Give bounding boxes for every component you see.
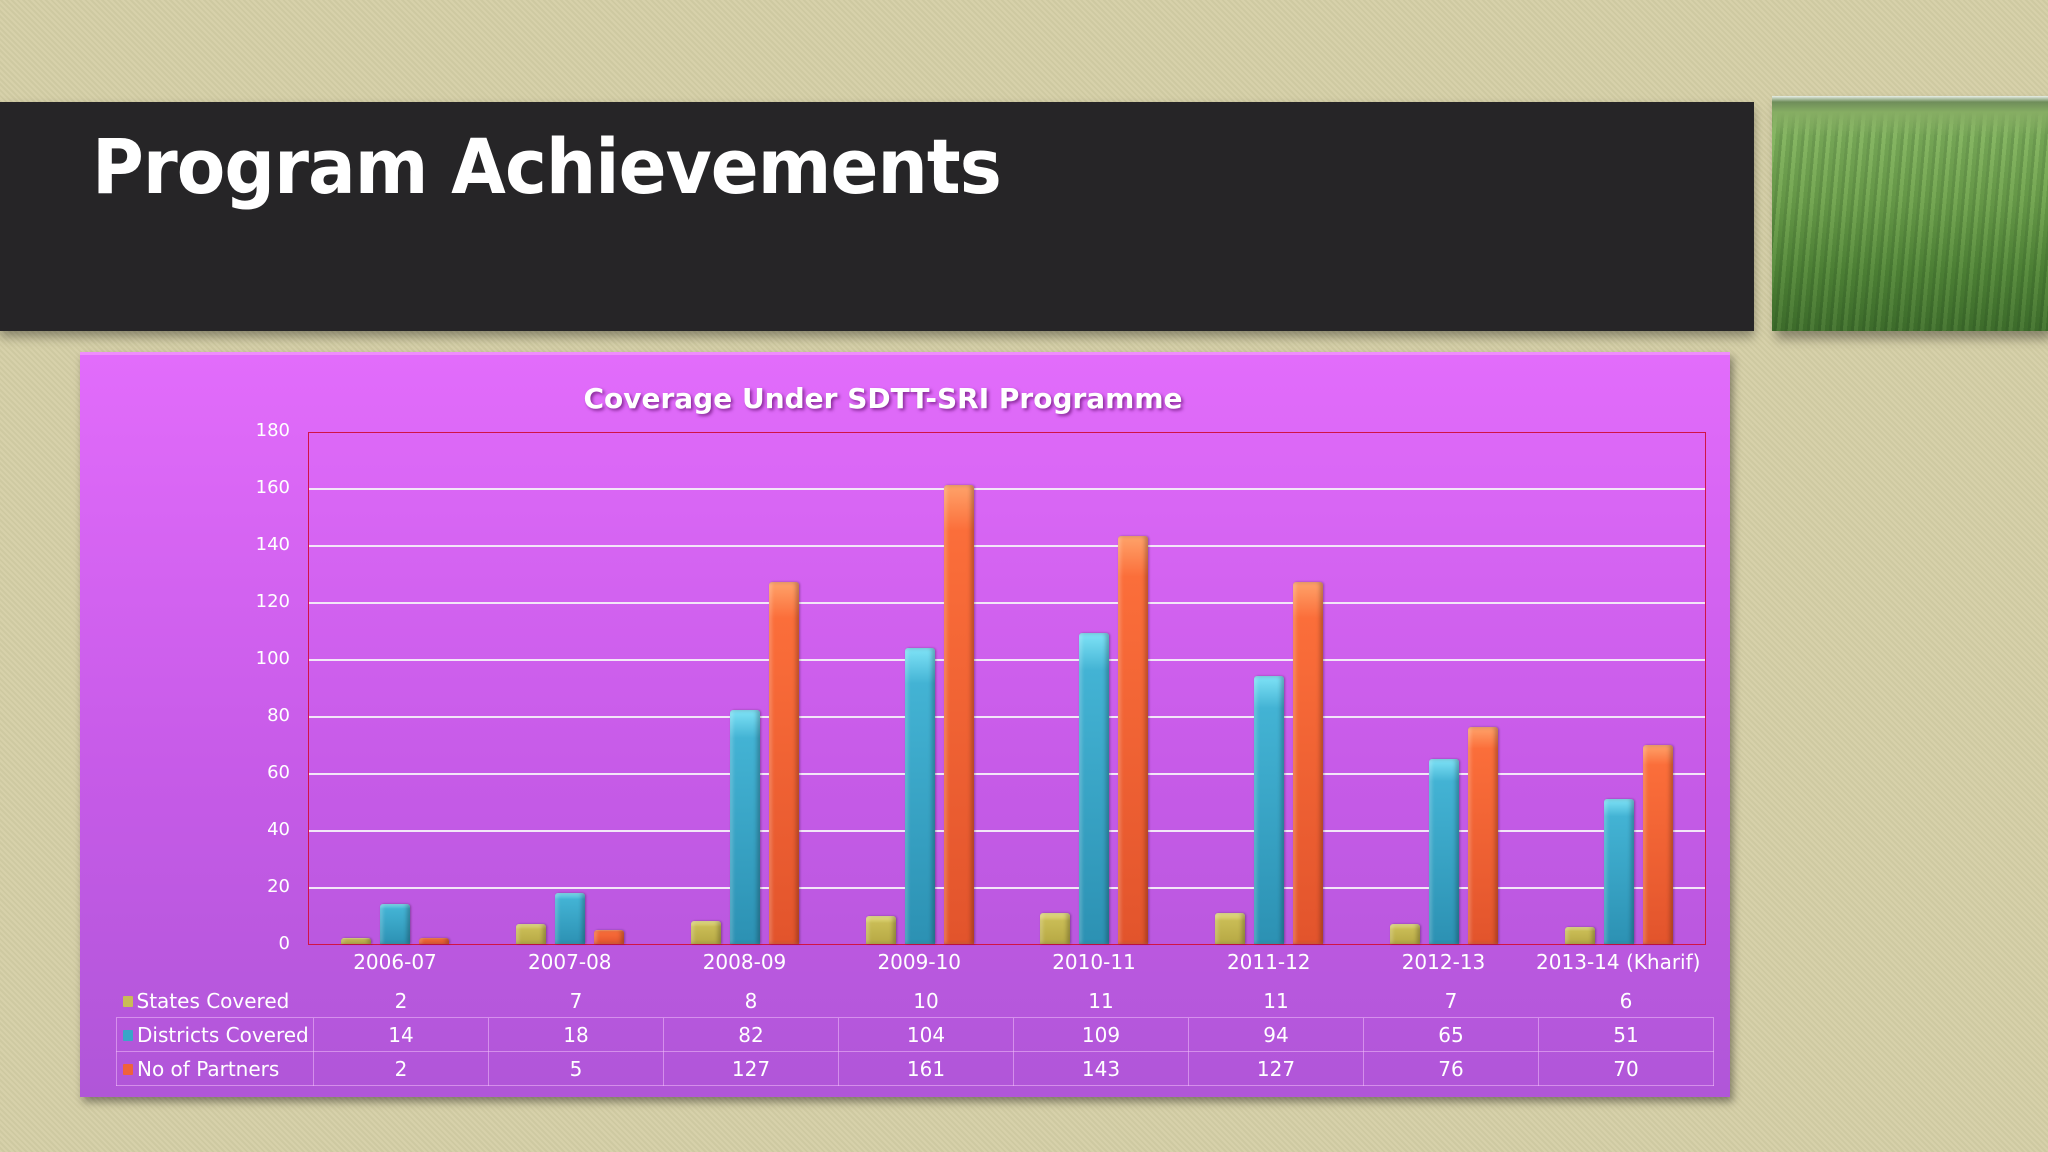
legend-key-icon	[123, 1029, 133, 1041]
y-tick-label: 0	[278, 933, 290, 954]
data-table-cell: 6	[1538, 984, 1714, 1018]
chart-title: Coverage Under SDTT-SRI Programme	[583, 382, 1183, 415]
y-tick-label: 160	[255, 477, 290, 498]
gridline	[309, 488, 1705, 490]
data-table-cell: 143	[1013, 1051, 1189, 1086]
data-table-row: Districts Covered 14 18 82 104 109 94 65 51	[116, 1017, 1714, 1052]
data-table-cell: 161	[838, 1051, 1014, 1086]
title-bar	[0, 102, 1754, 331]
data-table-cell: 7	[1363, 984, 1539, 1018]
x-category-label: 2011-12	[1226, 950, 1311, 974]
data-table-cell: 14	[313, 1017, 489, 1052]
bar-districts	[904, 647, 935, 944]
x-category-label: 2007-08	[527, 950, 612, 974]
x-category-label: 2009-10	[877, 950, 962, 974]
data-table-cell: 2	[313, 984, 489, 1018]
data-table-cell: 94	[1188, 1017, 1364, 1052]
bar-states	[690, 921, 721, 944]
data-table-cell: 10	[838, 984, 1014, 1018]
bar-states	[1040, 912, 1071, 944]
bar-partners	[594, 929, 625, 944]
y-tick-label: 140	[255, 534, 290, 555]
slide-title: Program Achievements	[92, 122, 1002, 211]
legend-key-icon	[123, 1063, 133, 1075]
x-category-label: 2010-11	[1052, 950, 1136, 974]
y-tick-label: 40	[267, 819, 290, 840]
data-table-cell: 82	[663, 1017, 839, 1052]
legend-key-icon	[122, 995, 133, 1007]
bar-partners	[1293, 582, 1324, 944]
bar-states	[1215, 912, 1246, 944]
bar-states	[341, 938, 372, 944]
bar-partners	[1118, 536, 1149, 944]
gridline	[309, 545, 1705, 547]
x-category-label: 2013-14 (Kharif)	[1536, 950, 1701, 974]
rice-field-photo	[1772, 96, 2048, 331]
gridline	[309, 716, 1705, 718]
bar-states	[1389, 924, 1420, 944]
bar-districts	[1428, 758, 1459, 944]
bar-partners	[1467, 727, 1498, 944]
bar-states	[1564, 926, 1595, 944]
y-tick-label: 20	[267, 876, 290, 897]
y-tick-label: 180	[255, 420, 290, 441]
data-table-row: States Covered 2 7 8 10 11 11 7 6	[116, 984, 1714, 1018]
data-table-cell: 8	[663, 984, 839, 1018]
data-table-cell: 104	[838, 1017, 1014, 1052]
bar-partners	[419, 938, 450, 944]
data-table-cell: 2	[313, 1051, 489, 1086]
data-table-cell: 5	[488, 1051, 664, 1086]
data-table: States Covered 2 7 8 10 11 11 7 6 Districts Cover…	[116, 984, 1714, 1086]
data-table-cell: 7	[488, 984, 664, 1018]
bar-districts	[1254, 676, 1285, 944]
data-table-cell: 11	[1188, 984, 1364, 1018]
bar-districts	[1603, 798, 1634, 944]
bar-states	[865, 915, 896, 944]
data-table-cell: 76	[1363, 1051, 1539, 1086]
data-table-cell: 127	[1188, 1051, 1364, 1086]
y-tick-label: 120	[255, 591, 290, 612]
gridline	[309, 830, 1705, 832]
data-table-cell: 109	[1013, 1017, 1189, 1052]
bar-states	[516, 924, 547, 944]
x-category-label: 2012-13	[1401, 950, 1486, 974]
y-tick-label: 60	[267, 762, 290, 783]
bar-districts	[555, 892, 586, 944]
data-table-cell: 65	[1363, 1017, 1539, 1052]
bar-partners	[943, 485, 974, 944]
y-tick-label: 100	[255, 648, 290, 669]
x-category-label: 2006-07	[353, 950, 437, 974]
series-name: States Covered	[136, 988, 290, 1013]
series-name: No of Partners	[137, 1056, 280, 1081]
data-table-cell: 18	[488, 1017, 664, 1052]
plot-area	[308, 432, 1706, 945]
gridline	[309, 773, 1705, 775]
data-table-cell: 51	[1538, 1017, 1714, 1052]
y-tick-label: 80	[267, 705, 290, 726]
bar-partners	[1642, 744, 1673, 944]
data-table-row: No of Partners 2 5 127 161 143 127 76 70	[116, 1051, 1714, 1086]
x-category-label: 2008-09	[702, 950, 787, 974]
gridline	[309, 602, 1705, 604]
bar-districts	[380, 904, 411, 944]
bar-districts	[1079, 633, 1110, 944]
gridline	[309, 887, 1705, 889]
data-table-cell: 70	[1538, 1051, 1714, 1086]
data-table-cell: 11	[1013, 984, 1189, 1018]
bar-districts	[729, 710, 760, 944]
bar-partners	[768, 582, 799, 944]
series-name: Districts Covered	[137, 1022, 309, 1047]
gridline	[309, 659, 1705, 661]
data-table-cell: 127	[663, 1051, 839, 1086]
